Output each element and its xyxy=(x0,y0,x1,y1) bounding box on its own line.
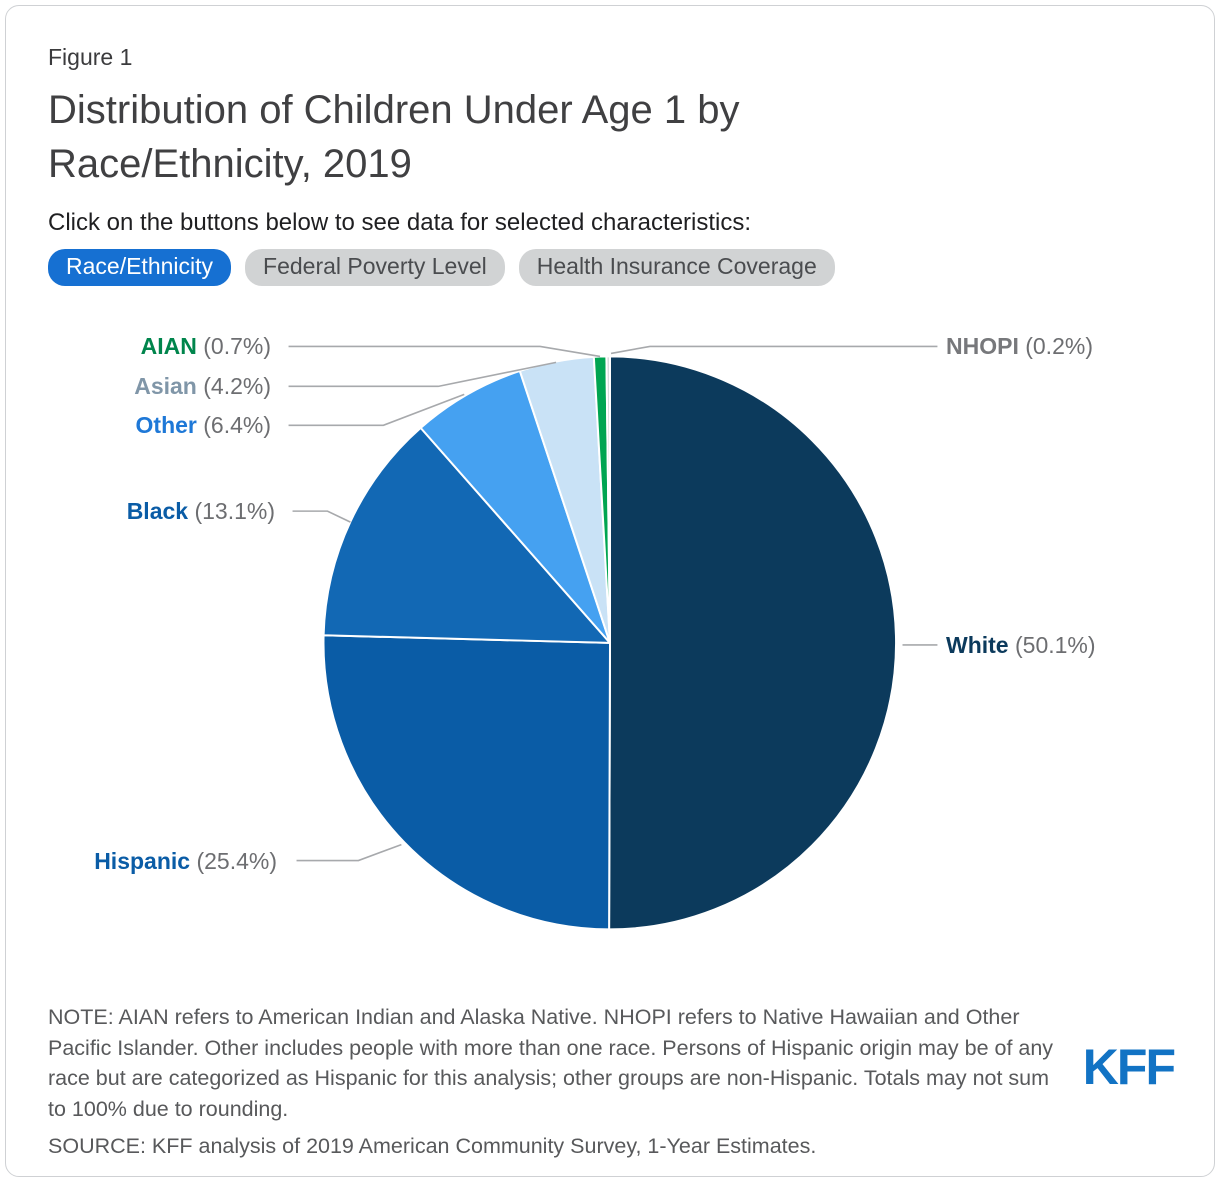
slice-label-other: Other (6.4%) xyxy=(136,412,271,440)
slice-label-value: (0.2%) xyxy=(1018,333,1093,360)
tab-race-ethnicity[interactable]: Race/Ethnicity xyxy=(48,249,232,287)
figure-card: Figure 1 Distribution of Children Under … xyxy=(5,5,1215,1177)
slice-label-name: Black xyxy=(126,498,189,525)
slice-label-aian: AIAN (0.7%) xyxy=(141,333,271,361)
tab-health-insurance-coverage[interactable]: Health Insurance Coverage xyxy=(518,249,835,287)
note-text: NOTE: AIAN refers to American Indian and… xyxy=(48,1005,1054,1121)
pie-slice-nhopi[interactable] xyxy=(605,355,611,644)
source-text: SOURCE: KFF analysis of 2019 American Co… xyxy=(48,1134,817,1159)
slice-label-name: Hispanic xyxy=(94,848,191,875)
figure-footer: NOTE: AIAN refers to American Indian and… xyxy=(48,1002,1176,1159)
slice-label-name: Asian xyxy=(134,373,197,400)
slice-label-nhopi: NHOPI (0.2%) xyxy=(946,333,1093,361)
slice-label-name: Other xyxy=(135,412,197,439)
slice-label-value: (50.1%) xyxy=(1008,632,1096,659)
slice-label-name: NHOPI xyxy=(946,333,1019,360)
leader-line-nhopi xyxy=(610,345,938,355)
slice-label-value: (4.2%) xyxy=(196,373,271,400)
pie-slice-white[interactable] xyxy=(608,355,898,931)
pie-slice-hispanic[interactable] xyxy=(322,634,611,931)
slice-label-value: (6.4%) xyxy=(196,412,271,439)
chart-title: Distribution of Children Under Age 1 by … xyxy=(48,88,740,186)
slice-label-black: Black (13.1%) xyxy=(127,498,275,526)
slice-label-name: AIAN xyxy=(140,333,197,360)
slice-label-name: White xyxy=(946,632,1009,659)
slice-label-value: (0.7%) xyxy=(196,333,271,360)
figure-label: Figure 1 xyxy=(48,44,133,70)
tab-federal-poverty-level[interactable]: Federal Poverty Level xyxy=(245,249,505,287)
figure-header: Figure 1 Distribution of Children Under … xyxy=(6,6,1214,287)
slice-label-white: White (50.1%) xyxy=(946,632,1096,660)
leader-line-hispanic xyxy=(296,843,402,862)
leader-line-black xyxy=(292,510,351,523)
leader-line-aian xyxy=(288,345,601,358)
pie-slices xyxy=(322,355,898,931)
slice-label-asian: Asian (4.2%) xyxy=(134,373,271,401)
slice-label-value: (13.1%) xyxy=(188,498,275,525)
footer-text: NOTE: AIAN refers to American Indian and… xyxy=(48,1002,1058,1159)
slice-label-value: (25.4%) xyxy=(190,848,277,875)
kff-logo[interactable]: KFF xyxy=(1082,1039,1176,1095)
chart-subtitle: Click on the buttons below to see data f… xyxy=(48,209,752,236)
slice-label-hispanic: Hispanic (25.4%) xyxy=(94,848,277,876)
tab-buttons: Race/Ethnicity Federal Poverty Level Hea… xyxy=(48,249,1172,287)
